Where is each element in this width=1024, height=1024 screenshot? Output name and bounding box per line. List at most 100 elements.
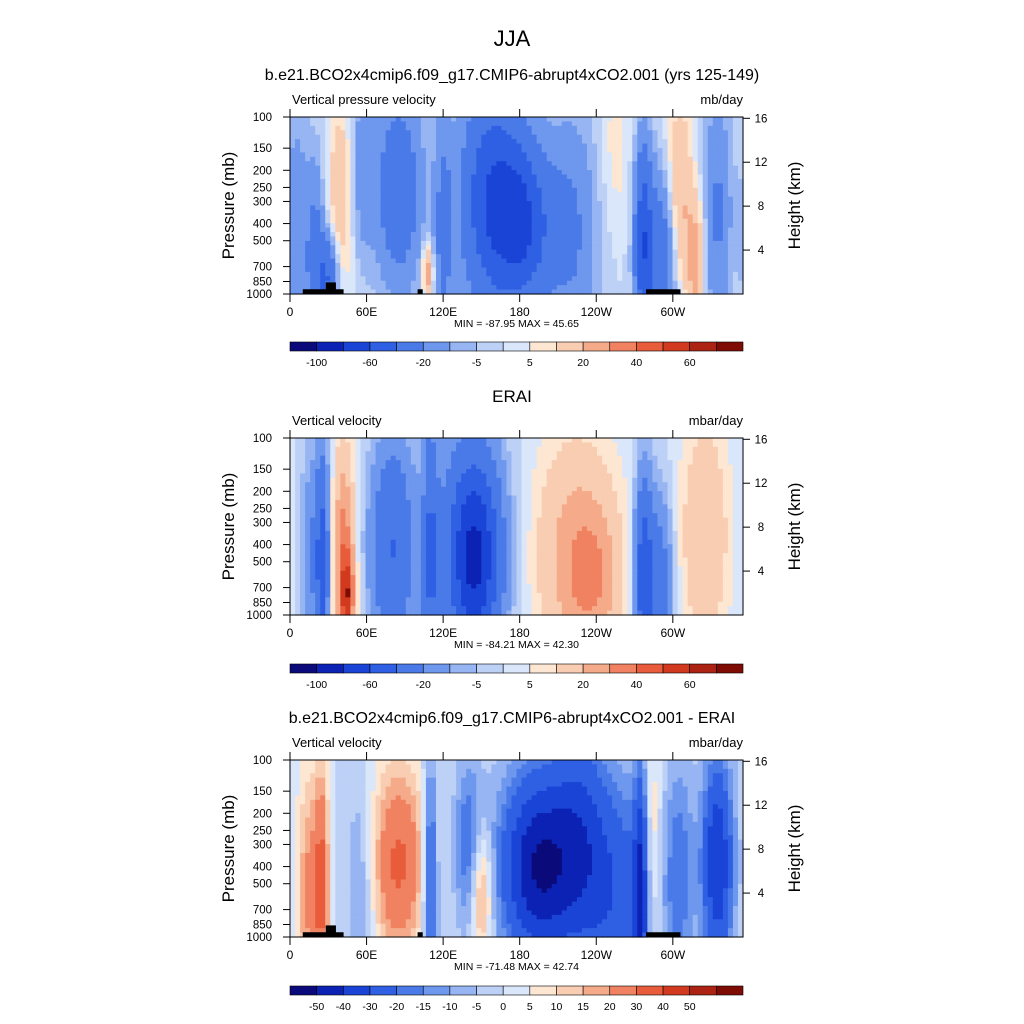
heatmap-cell — [526, 276, 533, 282]
heatmap-cell — [410, 499, 417, 505]
heatmap-cell — [380, 446, 387, 452]
heatmap-cell — [556, 240, 563, 246]
heatmap-cell — [566, 236, 573, 242]
heatmap-cell — [355, 446, 362, 452]
heatmap-cell — [300, 486, 306, 492]
heatmap-cell — [370, 223, 377, 229]
heatmap-cell — [456, 232, 462, 238]
heatmap-cell — [642, 152, 648, 158]
heatmap-cell — [702, 438, 709, 444]
heatmap-cell — [607, 263, 613, 269]
heatmap-cell — [576, 178, 583, 184]
heatmap-cell — [345, 289, 351, 295]
heatmap-cell — [451, 156, 457, 162]
heatmap-cell — [305, 438, 311, 444]
heatmap-cell — [717, 236, 724, 242]
heatmap-cell — [340, 271, 346, 277]
heatmap-cell — [410, 468, 417, 474]
heatmap-cell — [385, 473, 392, 479]
heatmap-cell — [300, 236, 306, 242]
heatmap-cell — [622, 196, 628, 202]
heatmap-cell — [561, 165, 568, 171]
heatmap-cell — [607, 451, 613, 457]
heatmap-cell — [581, 130, 588, 136]
heatmap-cell — [420, 499, 427, 505]
heatmap-cell — [425, 468, 432, 474]
heatmap-cell — [526, 178, 533, 184]
heatmap-cell — [435, 276, 442, 282]
heatmap-cell — [295, 178, 301, 184]
heatmap-cell — [375, 139, 382, 145]
heatmap-cell — [637, 152, 643, 158]
heatmap-cell — [531, 442, 538, 448]
heatmap-cell — [612, 240, 618, 246]
heatmap-cell — [451, 249, 457, 255]
heatmap-cell — [420, 201, 427, 207]
heatmap-cell — [360, 267, 367, 273]
heatmap-cell — [627, 482, 633, 488]
heatmap-cell — [380, 486, 387, 492]
heatmap-cell — [586, 125, 593, 131]
heatmap-cell — [597, 134, 603, 140]
heatmap-cell — [637, 460, 643, 466]
heatmap-cell — [295, 232, 301, 238]
heatmap-cell — [632, 209, 638, 215]
heatmap-cell — [355, 196, 362, 202]
heatmap-cell — [456, 486, 462, 492]
heatmap-cell — [667, 258, 674, 264]
heatmap-cell — [335, 209, 341, 215]
heatmap-cell — [461, 183, 467, 189]
heatmap-cell — [521, 174, 528, 180]
heatmap-cell — [551, 245, 558, 251]
heatmap-cell — [697, 482, 704, 488]
heatmap-cell — [365, 442, 372, 448]
heatmap-cell — [496, 214, 502, 220]
colorbar-box — [422, 341, 451, 352]
heatmap-cell — [652, 218, 659, 224]
heatmap-cell — [536, 245, 543, 251]
heatmap-cell — [446, 183, 452, 189]
heatmap-cell — [617, 455, 623, 461]
heatmap-cell — [365, 477, 372, 483]
heatmap-cell — [435, 143, 442, 149]
heatmap-cell — [441, 249, 447, 255]
heatmap-cell — [340, 240, 346, 246]
heatmap-cell — [491, 263, 497, 269]
heatmap-cell — [727, 464, 734, 470]
heatmap-cell — [355, 170, 362, 176]
heatmap-cell — [506, 143, 513, 149]
heatmap-cell — [325, 139, 331, 145]
heatmap-cell — [350, 178, 357, 184]
heatmap-cell — [602, 495, 608, 501]
heatmap-cell — [501, 438, 508, 444]
heatmap-cell — [561, 152, 568, 158]
heatmap-cell — [672, 285, 679, 291]
heatmap-cell — [506, 438, 513, 444]
heatmap-cell — [506, 218, 513, 224]
heatmap-cell — [647, 209, 653, 215]
heatmap-cell — [315, 486, 321, 492]
heatmap-cell — [571, 121, 578, 127]
heatmap-cell — [350, 464, 357, 470]
heatmap-cell — [516, 438, 523, 444]
heatmap-cell — [717, 442, 724, 448]
heatmap-cell — [390, 156, 397, 162]
heatmap-cell — [642, 139, 648, 145]
heatmap-cell — [310, 223, 316, 229]
heatmap-cell — [456, 214, 462, 220]
heatmap-cell — [340, 121, 346, 127]
heatmap-cell — [385, 446, 392, 452]
heatmap-cell — [390, 438, 397, 444]
heatmap-cell — [300, 147, 306, 153]
heatmap-cell — [370, 245, 377, 251]
heatmap-cell — [380, 174, 387, 180]
heatmap-cell — [395, 170, 402, 176]
heatmap-cell — [290, 147, 296, 153]
heatmap-cell — [687, 196, 694, 202]
heatmap-cell — [471, 236, 477, 242]
heatmap-cell — [571, 205, 578, 211]
heatmap-cell — [597, 156, 603, 162]
heatmap-cell — [501, 218, 508, 224]
heatmap-cell — [536, 125, 543, 131]
heatmap-cell — [531, 192, 538, 198]
